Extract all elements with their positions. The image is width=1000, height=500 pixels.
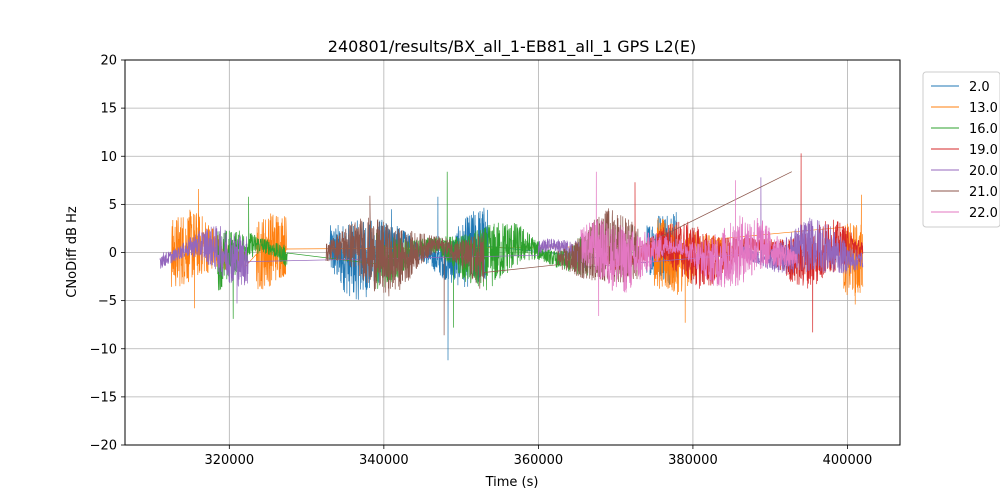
chart-title: 240801/results/BX_all_1-EB81_all_1 GPS L… [328, 37, 696, 57]
x-tick-label: 320000 [204, 453, 254, 468]
y-tick-label: 10 [100, 150, 117, 165]
y-tick-label: 20 [100, 54, 117, 69]
legend-label: 13.0 [969, 101, 998, 116]
y-tick-label: −10 [90, 342, 117, 357]
y-axis-label: CNoDiff dB Hz [65, 206, 80, 298]
x-tick-label: 400000 [823, 453, 873, 468]
y-tick-label: 0 [109, 246, 117, 261]
y-tick-label: 5 [109, 198, 117, 213]
legend: 2.0 13.0 16.0 19.0 20.0 21.0 22.0 [922, 71, 1000, 228]
y-tick-label: −20 [90, 439, 117, 454]
series-line [217, 171, 589, 328]
axis-ticks: 320000 340000 360000 380000 400000 −20 −15 −10 −… [90, 54, 873, 469]
y-tick-label: −5 [98, 294, 117, 309]
y-tick-label: −15 [90, 390, 117, 405]
series-line [325, 171, 792, 336]
legend-box [922, 71, 1000, 228]
x-axis-label: Time (s) [485, 475, 539, 490]
x-tick-label: 360000 [514, 453, 564, 468]
legend-label: 16.0 [969, 122, 998, 137]
series-line [580, 171, 798, 317]
legend-label: 21.0 [969, 185, 998, 200]
series-16-0 [217, 171, 589, 328]
y-tick-label: 15 [100, 102, 117, 117]
legend-label: 2.0 [969, 80, 990, 95]
legend-label: 22.0 [969, 206, 998, 221]
x-tick-label: 340000 [359, 453, 409, 468]
series-22-0 [580, 171, 798, 317]
plot-area [159, 153, 864, 361]
series-21-0 [325, 171, 792, 336]
legend-label: 20.0 [969, 164, 998, 179]
x-tick-label: 380000 [668, 453, 718, 468]
legend-label: 19.0 [969, 143, 998, 158]
